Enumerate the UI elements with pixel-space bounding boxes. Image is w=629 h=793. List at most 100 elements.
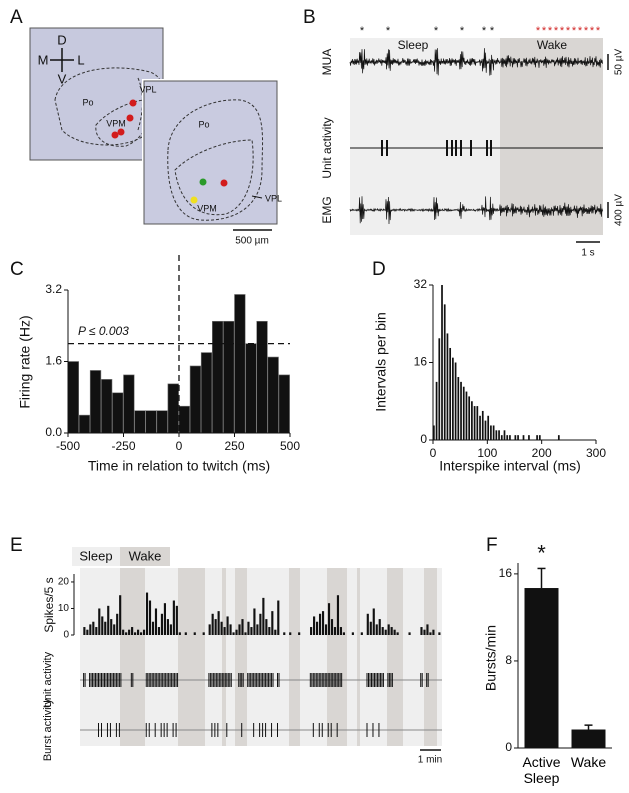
bar: [265, 619, 268, 635]
bar: [446, 333, 449, 440]
bar: [342, 632, 345, 635]
recording-site: [126, 114, 134, 122]
bar: [420, 627, 423, 635]
bar: [134, 632, 137, 635]
twitch-marker: *: [590, 25, 595, 37]
bar: [384, 629, 387, 635]
bar: [83, 627, 86, 635]
bar: [274, 629, 277, 635]
bar: [473, 406, 476, 440]
x-axis-label: Interspike interval (ms): [439, 458, 581, 474]
bar: [113, 624, 116, 635]
scale-label: 1 s: [581, 248, 594, 259]
bar: [223, 627, 226, 635]
bar: [259, 613, 262, 635]
bar: [128, 629, 131, 635]
bar: [178, 405, 190, 434]
bar: [137, 629, 140, 635]
y-axis-label: Spikes/5 s: [42, 577, 56, 632]
scale-label: 400 µV: [614, 194, 625, 226]
bar: [238, 624, 241, 635]
bar: [277, 600, 280, 635]
wake-epoch: [289, 568, 300, 746]
bar: [145, 592, 149, 635]
bar: [172, 600, 175, 635]
bar: [245, 343, 257, 434]
bar: [454, 362, 457, 440]
scale-label: 1 min: [418, 755, 442, 766]
twitch-marker: *: [572, 25, 577, 37]
bar: [452, 357, 454, 440]
bar: [78, 414, 91, 434]
panel-label: C: [10, 259, 24, 280]
unit-spike: [451, 140, 453, 156]
bar: [378, 619, 381, 635]
bar: [98, 608, 101, 635]
twitch-marker: *: [490, 25, 495, 37]
bar: [122, 629, 125, 635]
y-tick-label: 0: [63, 630, 69, 641]
trace-label: Unit activity: [320, 117, 334, 178]
bar: [92, 621, 95, 635]
region-label: VPL: [265, 193, 282, 203]
bar: [244, 632, 247, 635]
bar: [487, 415, 490, 440]
bar: [226, 616, 229, 635]
state-label: Wake: [537, 38, 568, 52]
twitch-marker: *: [554, 25, 559, 37]
recording-site: [190, 196, 198, 204]
bar: [522, 435, 525, 440]
bar: [116, 613, 119, 635]
y-tick-label: 1.6: [45, 354, 62, 368]
section-2-border: [143, 80, 278, 225]
bar: [184, 632, 187, 635]
sleep-epoch: [350, 38, 500, 235]
bar: [131, 627, 134, 635]
y-tick-label: 10: [58, 603, 70, 614]
y-tick-label: 20: [58, 577, 70, 588]
bar: [408, 632, 411, 635]
bar: [142, 629, 146, 635]
unit-spike: [446, 140, 448, 156]
bar: [495, 430, 498, 440]
x-tick-label: Wake: [570, 754, 607, 770]
bar: [387, 624, 390, 635]
x-tick-label: Active Sleep: [522, 754, 561, 786]
bar: [104, 621, 107, 635]
bar: [351, 632, 354, 635]
bar: [479, 415, 481, 440]
bar: [232, 632, 235, 635]
outline: [54, 67, 163, 146]
bar: [381, 627, 384, 635]
bar: [476, 406, 479, 440]
bar: [214, 619, 217, 635]
bar: [89, 624, 92, 635]
bar: [289, 632, 292, 635]
bar: [321, 611, 325, 635]
bar: [212, 320, 224, 434]
x-tick-label: 500: [280, 439, 300, 453]
bar: [283, 632, 286, 635]
bar: [393, 629, 396, 635]
bar: [336, 595, 340, 635]
bar: [492, 425, 495, 440]
bar: [256, 624, 259, 635]
state-label: Sleep: [398, 38, 429, 52]
bar: [571, 729, 606, 748]
bar: [119, 595, 122, 635]
bar: [369, 621, 372, 635]
bar: [536, 435, 538, 440]
twitch-marker: *: [460, 25, 465, 37]
twitch-marker: *: [386, 25, 391, 37]
bar: [327, 603, 331, 635]
bar: [517, 435, 519, 440]
bar: [169, 624, 172, 635]
twitch-marker: *: [548, 25, 553, 37]
bar: [471, 401, 473, 440]
bar: [509, 435, 511, 440]
bar: [498, 430, 500, 440]
bar: [435, 381, 438, 440]
panel-label: F: [486, 535, 498, 556]
bar: [449, 347, 452, 440]
bar: [500, 435, 503, 440]
